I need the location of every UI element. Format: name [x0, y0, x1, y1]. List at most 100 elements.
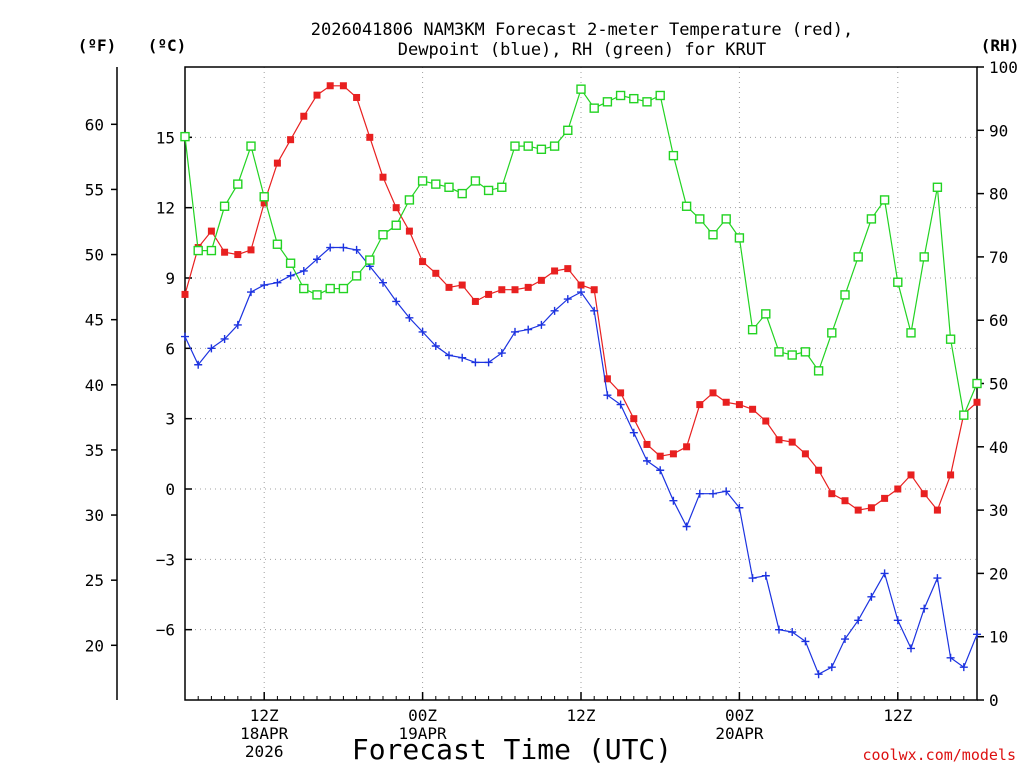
rh-point: [761, 309, 771, 319]
rh-point: [642, 97, 652, 107]
x-tick-label: 12Z: [250, 706, 279, 725]
credit-text: coolwx.com/models: [862, 746, 1016, 764]
rh-point: [299, 283, 309, 294]
rh-point: [787, 350, 797, 360]
rh-point: [695, 214, 705, 224]
dewpoint-point: [735, 503, 744, 512]
temperature-point: [696, 401, 704, 409]
dewpoint-point: [194, 360, 203, 369]
fahrenheit-tick-label: 45: [85, 311, 104, 330]
rh-point: [576, 84, 586, 94]
rh-tick-label: 70: [989, 248, 1008, 267]
chart-title-line1: 2026041806 NAM3KM Forecast 2-meter Tempe…: [311, 20, 853, 40]
rh-point: [972, 378, 982, 389]
temperature-point: [287, 136, 295, 144]
rh-point: [866, 214, 877, 224]
fahrenheit-tick-label: 50: [85, 246, 104, 265]
temperature-point: [300, 112, 308, 120]
rh-point: [774, 347, 784, 357]
rh-tick-label: 80: [989, 185, 1008, 204]
chart-title-line2: Dewpoint (blue), RH (green) for KRUT: [398, 40, 766, 60]
temperature-point: [445, 283, 453, 291]
temperature-point: [181, 290, 189, 298]
temperature-point: [590, 286, 598, 294]
rh-point: [681, 201, 692, 211]
rh-point: [457, 188, 467, 199]
rh-point: [417, 176, 428, 186]
rh-point: [285, 258, 296, 268]
data-series: [180, 82, 982, 679]
rh-point: [351, 271, 362, 281]
temperature-point: [313, 91, 321, 99]
temperature-point: [524, 283, 532, 291]
temperature-point: [801, 450, 809, 458]
temperature-point: [643, 440, 651, 448]
rh-point: [827, 328, 837, 338]
temperature-point: [260, 199, 268, 207]
temperature-point: [854, 506, 862, 514]
dewpoint-point: [973, 630, 981, 639]
rh-point: [734, 233, 745, 243]
rh-point: [193, 245, 203, 256]
rh-point: [391, 220, 401, 230]
temperature-point: [537, 276, 545, 284]
celsius-tick-label: 3: [165, 410, 175, 429]
x-tick-label: 18APR: [240, 724, 289, 743]
series-2: [180, 84, 982, 420]
dewpoint-point: [788, 628, 797, 637]
rh-point: [589, 103, 599, 113]
rh-point: [602, 97, 613, 107]
temperature-point: [339, 82, 347, 90]
fahrenheit-tick-label: 25: [85, 571, 104, 590]
rh-point: [378, 230, 388, 240]
temperature-point: [577, 281, 585, 289]
temperature-point: [617, 389, 625, 397]
celsius-tick-label: 0: [165, 480, 175, 499]
temperature-point: [933, 506, 941, 514]
dewpoint-point: [524, 325, 533, 334]
fahrenheit-tick-label: 40: [85, 376, 104, 395]
dewpoint-point: [392, 297, 401, 306]
dewpoint-point: [616, 400, 625, 409]
temperature-point: [247, 246, 255, 254]
rh-point: [219, 201, 230, 211]
temperature-point: [788, 438, 796, 446]
fahrenheit-tick-label: 20: [85, 636, 104, 655]
dewpoint-point: [181, 332, 189, 341]
rh-point: [312, 290, 322, 300]
temperature-point: [867, 504, 875, 512]
dewpoint-point: [273, 278, 282, 287]
rh-tick-label: 60: [989, 311, 1008, 330]
rh-point: [180, 131, 190, 142]
celsius-tick-label: −3: [156, 550, 175, 569]
series-line-1: [184, 246, 978, 676]
rh-point: [563, 125, 573, 136]
temperature-point: [722, 398, 730, 406]
rh-tick-label: 100: [989, 58, 1018, 77]
dewpoint-point: [405, 313, 414, 322]
fahrenheit-unit-label: (ºF): [78, 36, 117, 55]
rh-point: [365, 255, 375, 265]
celsius-tick-label: −6: [156, 621, 175, 640]
rh-point: [668, 150, 679, 161]
fahrenheit-tick-label: 60: [85, 115, 104, 134]
temperature-point: [841, 497, 849, 505]
rh-tick-label: 50: [989, 375, 1008, 394]
dewpoint-point: [643, 456, 651, 465]
dewpoint-point: [801, 637, 810, 646]
dewpoint-point: [920, 604, 929, 613]
rh-point: [655, 90, 665, 101]
rh-point: [325, 283, 335, 294]
rh-point: [470, 176, 481, 186]
x-tick-label: 2026: [245, 742, 284, 761]
x-tick-label: 00Z: [725, 706, 754, 725]
x-tick-label: 20APR: [715, 724, 764, 743]
axis-ticks: −6 −3 0 3 6 9 12 15 20 25 30 35 40 45 50 55 60 0 10 20 30 40 5…: [85, 58, 1018, 761]
x-tick-label: 12Z: [883, 706, 912, 725]
temperature-point: [234, 251, 242, 259]
rh-point: [813, 366, 824, 376]
celsius-unit-label: (ºC): [148, 36, 187, 55]
dewpoint-point: [761, 571, 770, 580]
celsius-tick-label: 15: [156, 128, 175, 147]
temperature-point: [920, 490, 928, 498]
